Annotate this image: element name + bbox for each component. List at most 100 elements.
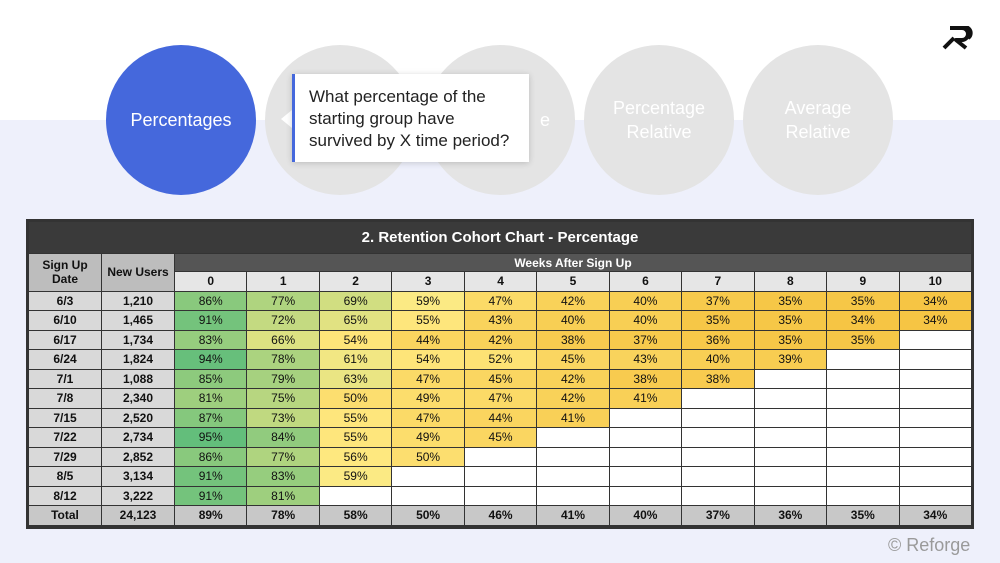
retention-cell: 78% [246, 349, 320, 370]
retention-cell: 38% [681, 368, 755, 389]
total-users: 24,123 [101, 505, 175, 526]
total-cell: 36% [753, 505, 828, 526]
step-percentage-relative[interactable]: Percentage Relative [584, 45, 734, 195]
table-row: 7/15 2,520 87% 73% 55% 47% 44% 41% [28, 407, 973, 428]
total-cell: 37% [681, 505, 755, 526]
empty-cell [898, 407, 973, 428]
empty-cell [753, 427, 828, 448]
empty-cell [826, 466, 900, 487]
empty-cell [608, 427, 683, 448]
retention-cell: 83% [246, 466, 320, 487]
cohort-users: 1,824 [101, 349, 175, 370]
retention-cell: 45% [536, 349, 610, 370]
table-row: 7/1 1,088 85% 79% 63% 47% 45% 42% 38% 38% [28, 368, 973, 389]
cohort-users: 2,520 [101, 407, 175, 428]
tooltip: What percentage of the starting group ha… [292, 74, 529, 162]
retention-cell: 81% [246, 485, 320, 506]
total-row: Total 24,123 89% 78% 58% 50% 46% 41% 40% 37% 36% 35… [28, 505, 973, 526]
retention-cell: 59% [318, 466, 393, 487]
empty-cell [318, 485, 393, 506]
empty-cell [391, 485, 465, 506]
table-row: 7/8 2,340 81% 75% 50% 49% 47% 42% 41% [28, 388, 973, 409]
retention-cell: 91% [173, 466, 248, 487]
retention-cell: 40% [681, 349, 755, 370]
total-label: Total [28, 505, 102, 526]
empty-cell [608, 446, 683, 467]
cohort-date: 7/15 [28, 407, 102, 428]
empty-cell [898, 466, 973, 487]
cohort-users: 1,465 [101, 310, 175, 331]
retention-cell: 35% [826, 329, 900, 350]
retention-cell: 55% [318, 407, 393, 428]
step-average-relative[interactable]: Average Relative [743, 45, 893, 195]
retention-cell: 91% [173, 310, 248, 331]
retention-cell: 38% [536, 329, 610, 350]
cohort-users: 3,134 [101, 466, 175, 487]
cohort-date: 7/29 [28, 446, 102, 467]
cohort-table: 2. Retention Cohort Chart - Percentage S… [28, 221, 973, 526]
retention-cell: 85% [173, 368, 248, 389]
retention-cell: 43% [463, 310, 538, 331]
retention-cell: 42% [536, 388, 610, 409]
empty-cell [681, 446, 755, 467]
cohort-users: 2,852 [101, 446, 175, 467]
total-cell: 89% [173, 505, 248, 526]
week-header: 0 [173, 271, 248, 292]
empty-cell [608, 466, 683, 487]
empty-cell [463, 485, 538, 506]
cohort-date: 7/1 [28, 368, 102, 389]
step-percentages[interactable]: Percentages [106, 45, 256, 195]
retention-cell: 69% [318, 290, 393, 311]
empty-cell [826, 349, 900, 370]
week-header: 1 [246, 271, 320, 292]
empty-cell [681, 388, 755, 409]
cohort-date: 6/10 [28, 310, 102, 331]
new-users-header: New Users [101, 253, 175, 292]
total-cell: 40% [608, 505, 683, 526]
step-label: Average Relative [784, 98, 852, 142]
retention-cell: 41% [608, 388, 683, 409]
empty-cell [826, 388, 900, 409]
empty-cell [681, 485, 755, 506]
cohort-date: 7/22 [28, 427, 102, 448]
retention-cell: 35% [753, 310, 828, 331]
table-row: 8/12 3,222 91% 81% [28, 485, 973, 506]
empty-cell [608, 407, 683, 428]
retention-cell: 91% [173, 485, 248, 506]
chart-title: 2. Retention Cohort Chart - Percentage [28, 221, 972, 254]
retention-cell: 37% [681, 290, 755, 311]
week-header: 7 [681, 271, 755, 292]
retention-cell: 54% [391, 349, 465, 370]
retention-cell: 59% [391, 290, 465, 311]
retention-cell: 77% [246, 446, 320, 467]
empty-cell [681, 466, 755, 487]
cohort-date: 8/12 [28, 485, 102, 506]
week-header: 8 [753, 271, 828, 292]
retention-cell: 61% [318, 349, 393, 370]
watermark: © Reforge [888, 535, 971, 555]
cohort-date: 6/24 [28, 349, 102, 370]
retention-cell: 39% [753, 349, 828, 370]
cohort-date: 6/17 [28, 329, 102, 350]
retention-cell: 35% [681, 310, 755, 331]
retention-cell: 63% [318, 368, 393, 389]
cohort-chart: 2. Retention Cohort Chart - Percentage S… [26, 219, 974, 529]
cohort-date: 7/8 [28, 388, 102, 409]
retention-cell: 49% [391, 388, 465, 409]
week-header: 6 [608, 271, 683, 292]
retention-cell: 55% [318, 427, 393, 448]
retention-cell: 77% [246, 290, 320, 311]
empty-cell [536, 466, 610, 487]
cohort-users: 1,210 [101, 290, 175, 311]
retention-cell: 42% [463, 329, 538, 350]
empty-cell [681, 427, 755, 448]
retention-cell: 42% [536, 368, 610, 389]
retention-cell: 36% [681, 329, 755, 350]
total-cell: 58% [318, 505, 393, 526]
week-header: 5 [536, 271, 610, 292]
empty-cell [898, 427, 973, 448]
tooltip-arrow [281, 110, 292, 128]
retention-cell: 52% [463, 349, 538, 370]
cohort-date: 8/5 [28, 466, 102, 487]
total-cell: 78% [246, 505, 320, 526]
